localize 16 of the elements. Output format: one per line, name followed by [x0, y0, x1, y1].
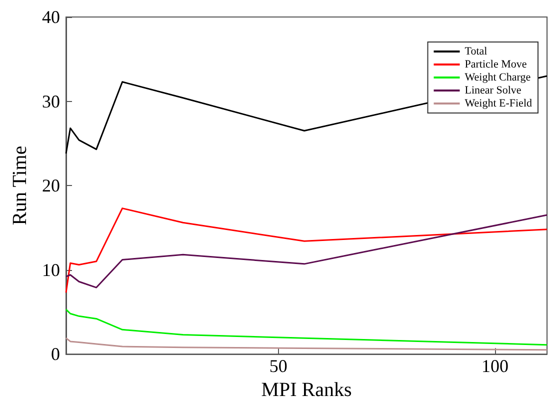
y-tick-label: 40 [42, 7, 60, 27]
x-tick-label: 50 [269, 356, 288, 376]
x-axis-title: MPI Ranks [261, 379, 352, 401]
y-tick-label: 30 [42, 91, 60, 112]
legend-label: Total [464, 46, 488, 58]
legend-label: Linear Solve [464, 84, 522, 96]
legend-label: Weight Charge [464, 72, 531, 84]
y-tick-label: 10 [42, 260, 60, 280]
line-series [65, 308, 548, 346]
y-tick-label: 0 [51, 344, 60, 364]
x-tick-label: 100 [482, 356, 508, 376]
y-tick-label: 20 [42, 176, 60, 196]
legend-label: Weight E-Field [464, 98, 532, 110]
y-axis-title: Run Time [9, 146, 31, 226]
line-series [65, 337, 548, 351]
legend-label: Particle Move [464, 58, 527, 70]
